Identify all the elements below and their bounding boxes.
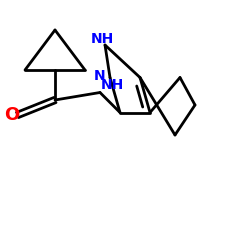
Text: NH: NH bbox=[101, 78, 124, 92]
Text: O: O bbox=[4, 106, 19, 124]
Text: N: N bbox=[94, 69, 106, 83]
Text: NH: NH bbox=[91, 32, 114, 46]
